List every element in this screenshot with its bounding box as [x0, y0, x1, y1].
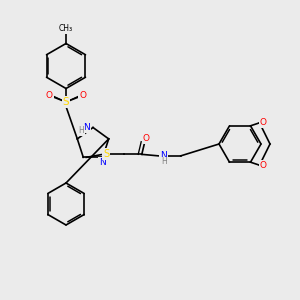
Text: N: N [99, 158, 106, 167]
Text: S: S [63, 97, 69, 107]
Text: H: H [161, 157, 167, 166]
Text: N: N [160, 151, 167, 160]
Text: O: O [260, 161, 267, 170]
Text: CH₃: CH₃ [59, 24, 73, 33]
Text: O: O [143, 134, 150, 142]
Text: O: O [79, 92, 86, 100]
Text: H: H [79, 126, 85, 135]
Text: O: O [46, 92, 53, 100]
Text: O: O [260, 118, 267, 127]
Text: N: N [84, 123, 90, 132]
Text: S: S [103, 149, 110, 159]
